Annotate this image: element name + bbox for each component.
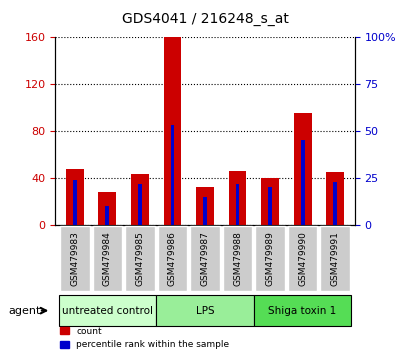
Bar [130, 175, 148, 225]
Bar [228, 171, 246, 225]
Text: GSM479988: GSM479988 [232, 231, 241, 286]
Text: GSM479987: GSM479987 [200, 231, 209, 286]
Bar [73, 180, 76, 225]
Bar [333, 182, 336, 225]
FancyBboxPatch shape [92, 226, 122, 291]
FancyBboxPatch shape [60, 226, 89, 291]
Text: GSM479990: GSM479990 [297, 231, 306, 286]
Bar [163, 37, 181, 225]
Text: Shiga toxin 1: Shiga toxin 1 [268, 306, 336, 316]
Bar [202, 197, 207, 225]
Bar [138, 183, 142, 225]
Bar [293, 113, 311, 225]
Text: GSM479986: GSM479986 [168, 231, 177, 286]
Bar [235, 183, 239, 225]
Bar [261, 178, 279, 225]
Text: GSM479989: GSM479989 [265, 231, 274, 286]
FancyBboxPatch shape [320, 226, 349, 291]
Text: GSM479984: GSM479984 [103, 231, 112, 286]
Bar [300, 140, 304, 225]
Legend: count, percentile rank within the sample: count, percentile rank within the sample [60, 327, 229, 349]
FancyBboxPatch shape [255, 226, 284, 291]
Bar [326, 172, 343, 225]
Text: GSM479985: GSM479985 [135, 231, 144, 286]
Bar [170, 125, 174, 225]
Bar [196, 187, 213, 225]
Bar [98, 192, 116, 225]
FancyBboxPatch shape [125, 226, 154, 291]
Bar [105, 206, 109, 225]
FancyBboxPatch shape [58, 295, 156, 326]
FancyBboxPatch shape [156, 295, 253, 326]
FancyBboxPatch shape [190, 226, 219, 291]
FancyBboxPatch shape [222, 226, 252, 291]
Bar [66, 169, 83, 225]
FancyBboxPatch shape [253, 295, 351, 326]
FancyBboxPatch shape [287, 226, 317, 291]
Text: LPS: LPS [195, 306, 214, 316]
Bar [267, 187, 271, 225]
Text: GSM479983: GSM479983 [70, 231, 79, 286]
Text: GSM479991: GSM479991 [330, 231, 339, 286]
Text: agent: agent [8, 306, 40, 316]
FancyBboxPatch shape [157, 226, 187, 291]
Text: untreated control: untreated control [62, 306, 153, 316]
Text: GDS4041 / 216248_s_at: GDS4041 / 216248_s_at [121, 12, 288, 27]
